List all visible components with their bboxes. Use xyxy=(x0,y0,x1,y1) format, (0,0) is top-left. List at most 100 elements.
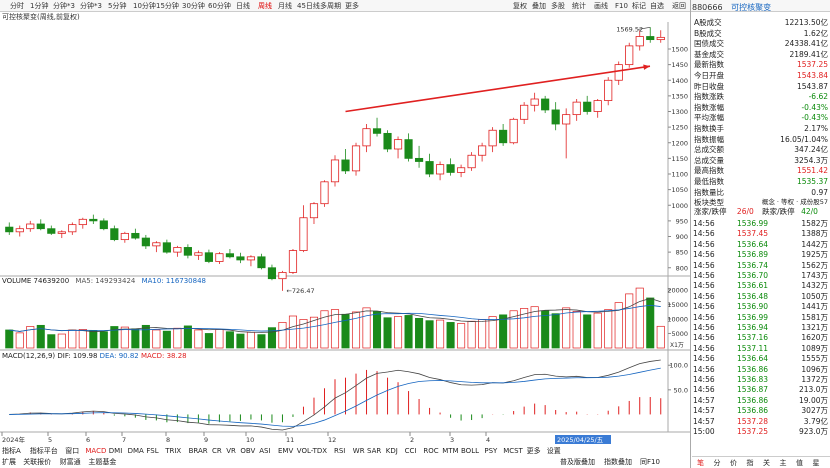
volume-bar xyxy=(604,309,613,349)
overlay-button[interactable]: 普及版叠加 xyxy=(560,458,595,466)
trade-row: 14:56 1536.74 1562万 xyxy=(693,261,828,271)
x-axis-label: 2 xyxy=(410,436,414,444)
period-tab[interactable]: 60分钟 xyxy=(208,2,231,10)
indicator-tab[interactable]: ROC xyxy=(423,447,439,455)
candle-body xyxy=(478,145,487,156)
indicator-tab[interactable]: BOLL xyxy=(461,447,479,455)
volume-tick-label: 15000 xyxy=(667,301,688,309)
trade-volume: 1562万 xyxy=(801,260,828,270)
toolbar-action[interactable]: 标记 xyxy=(632,2,646,10)
indicator-tab[interactable]: CCI xyxy=(404,447,417,455)
indicator-tab[interactable]: MCST xyxy=(503,447,523,455)
period-tab[interactable]: 5分钟 xyxy=(108,2,127,10)
stat-row: 国债成交 24338.41亿 xyxy=(694,39,828,48)
indicator-tab[interactable]: 更多 xyxy=(526,447,541,455)
extension-tab[interactable]: 财富通 xyxy=(59,458,81,466)
indicator-tab[interactable]: CR xyxy=(212,447,222,455)
trade-time: 14:56 xyxy=(693,302,715,312)
index-name[interactable]: 可控核聚变 xyxy=(731,3,772,12)
indicator-tab[interactable]: KDJ xyxy=(385,447,398,455)
macd-tick-label: 100.0 xyxy=(669,362,688,370)
index-overlay-button[interactable]: 指数叠加 xyxy=(604,458,632,466)
indicator-tab[interactable]: EMV xyxy=(278,447,294,455)
period-tab[interactable]: 分时 xyxy=(10,2,24,10)
volume-bar xyxy=(351,311,361,349)
period-tab[interactable]: 15分钟 xyxy=(156,2,179,10)
trade-time: 14:56 xyxy=(693,333,715,343)
candle-body xyxy=(141,237,150,247)
side-tab[interactable]: 关 xyxy=(763,459,770,467)
indicator-tab[interactable]: DMI xyxy=(108,447,123,455)
indicator-tab[interactable]: 指标A xyxy=(2,447,21,455)
indicator-tab[interactable]: SAR xyxy=(367,447,382,455)
trade-price: 1537.45 xyxy=(737,229,769,239)
period-tab[interactable]: 45日线 xyxy=(297,2,320,10)
side-tab[interactable]: 价 xyxy=(730,459,737,467)
toolbar-action[interactable]: 叠加 xyxy=(532,2,546,10)
volume-bar xyxy=(288,315,297,349)
indicator-tab[interactable]: 指标平台 xyxy=(29,447,58,455)
volume-bar xyxy=(47,334,56,349)
indicator-tab[interactable]: DMA xyxy=(127,447,144,455)
period-tab[interactable]: 10分钟 xyxy=(133,2,156,10)
indicator-tab[interactable]: WR xyxy=(352,447,365,455)
indicator-tab[interactable]: TRIX xyxy=(165,447,182,455)
indicator-tab[interactable]: BRAR xyxy=(188,447,208,455)
indicator-tab[interactable]: MTM xyxy=(442,447,459,455)
side-tab[interactable]: 值 xyxy=(796,459,803,467)
candle-body xyxy=(89,218,98,222)
kline-chart[interactable]: 800 850 900 950 1000 1050 1100 1150 1200 1250 1300… xyxy=(0,22,690,452)
x-axis-label: 5 xyxy=(48,436,52,444)
period-tab[interactable]: 月线 xyxy=(278,2,292,10)
period-tab[interactable]: 多周期 xyxy=(320,2,341,10)
extension-tab[interactable]: 扩展 xyxy=(2,458,16,466)
toolbar-action[interactable]: 返回 xyxy=(672,2,686,10)
volume-bar xyxy=(68,329,77,349)
candle-body xyxy=(299,217,308,251)
trade-volume: 1441万 xyxy=(801,302,828,312)
indicator-tab[interactable]: MACD xyxy=(85,447,107,455)
side-tab[interactable]: 主 xyxy=(779,459,787,467)
macd-dif: DIF: 109.98 xyxy=(57,352,98,360)
trade-volume: 3.79亿 xyxy=(803,416,828,426)
indicator-tab[interactable]: 窗口 xyxy=(65,447,80,455)
period-tab[interactable]: 周线 xyxy=(258,2,272,10)
indicator-tab[interactable]: ASI xyxy=(259,447,271,455)
candle-body xyxy=(246,256,256,261)
volume-bar xyxy=(183,325,192,349)
period-tab[interactable]: 日线 xyxy=(236,2,250,10)
toolbar-action[interactable]: 画线 xyxy=(594,2,608,10)
trade-price: 1536.86 xyxy=(737,364,769,374)
toolbar-action[interactable]: 统计 xyxy=(572,2,586,10)
stat-label: 指数涨幅 xyxy=(694,102,724,112)
period-tab[interactable]: 1分钟 xyxy=(30,2,49,10)
extension-tab[interactable]: 主题基金 xyxy=(88,458,117,466)
extension-tab[interactable]: 关联报价 xyxy=(23,458,52,466)
toolbar-action[interactable]: 复权 xyxy=(513,2,527,10)
toolbar-action[interactable]: F10 xyxy=(615,2,628,10)
indicator-tab[interactable]: 设置 xyxy=(546,447,561,455)
volume-bar xyxy=(57,333,66,349)
indicator-tab[interactable]: FSL xyxy=(146,447,159,455)
indicator-tab[interactable]: VR xyxy=(226,447,236,455)
volume-bar xyxy=(26,326,35,349)
side-tab[interactable]: 分 xyxy=(713,459,721,467)
side-tab[interactable]: 指 xyxy=(746,459,754,467)
f10-button[interactable]: 同F10 xyxy=(640,458,660,466)
price-tick-label: 1150 xyxy=(671,155,688,163)
stat-label: 最新指数 xyxy=(694,60,724,70)
indicator-tab[interactable]: RSI xyxy=(334,447,346,455)
toolbar-action[interactable]: 自选 xyxy=(650,2,664,10)
toolbar-action[interactable]: 多股 xyxy=(551,2,565,10)
side-tab[interactable]: 笔 xyxy=(697,459,704,467)
period-tab[interactable]: 分钟*3 xyxy=(80,2,102,10)
x-axis-label: 12 xyxy=(328,436,336,444)
side-tab[interactable]: 星 xyxy=(812,459,820,467)
period-tab[interactable]: 30分钟 xyxy=(182,2,205,10)
indicator-tab[interactable]: OBV xyxy=(240,447,256,455)
price-tick-label: 1400 xyxy=(671,77,688,85)
indicator-tab[interactable]: VOL-TDX xyxy=(296,447,328,455)
period-tab[interactable]: 更多 xyxy=(345,2,359,10)
indicator-tab[interactable]: PSY xyxy=(484,447,498,455)
period-tab[interactable]: 分钟*3 xyxy=(53,2,75,10)
